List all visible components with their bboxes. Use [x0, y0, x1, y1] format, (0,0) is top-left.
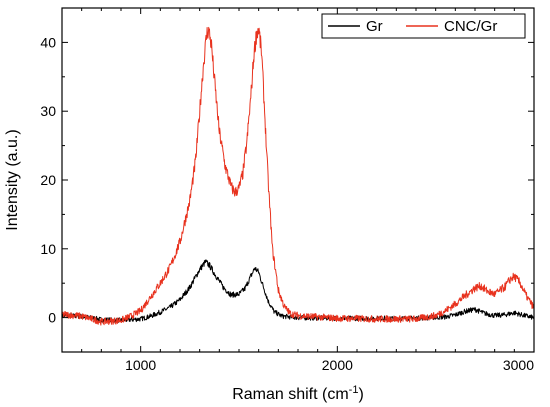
x-tick-label: 3000 — [503, 357, 534, 373]
legend-label-gr: Gr — [366, 18, 383, 35]
y-tick-label: 30 — [40, 103, 56, 119]
ticks-layer: 1000 2000 3000 0 10 20 30 40 — [40, 8, 535, 373]
y-tick-label: 0 — [48, 310, 56, 326]
x-tick-label: 1000 — [125, 357, 156, 373]
x-axis-title-main: Raman shift (cm — [232, 386, 348, 403]
series-layer — [61, 26, 535, 326]
x-axis-title-close: ) — [358, 386, 363, 403]
y-tick-label: 20 — [40, 172, 56, 188]
series-line-gr — [61, 259, 535, 323]
y-tick-label: 40 — [40, 34, 56, 50]
plot-frame — [61, 7, 535, 353]
y-axis-title: Intensity (a.u.) — [4, 129, 21, 230]
legend-label-cnc-gr: CNC/Gr — [444, 18, 497, 35]
y-tick-label: 10 — [40, 241, 56, 257]
series-line-cnc-gr — [61, 26, 535, 326]
x-tick-label: 2000 — [322, 357, 353, 373]
x-axis-title: Raman shift (cm-1) — [232, 384, 364, 403]
x-axis-title-superscript: -1 — [349, 384, 359, 396]
legend: Gr CNC/Gr — [321, 13, 526, 39]
